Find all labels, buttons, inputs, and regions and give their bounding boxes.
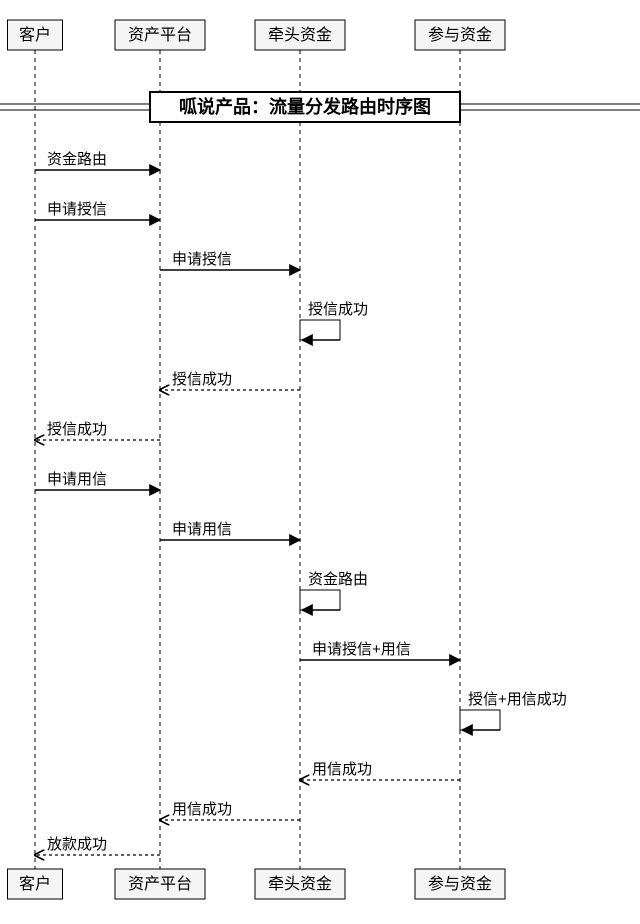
message-label: 授信+用信成功 bbox=[468, 691, 567, 708]
actor-label-platform: 资产平台 bbox=[128, 875, 192, 893]
message-label: 授信成功 bbox=[172, 371, 232, 388]
message-label: 申请授信 bbox=[47, 201, 107, 218]
self-call-box bbox=[460, 710, 500, 730]
self-call-box bbox=[300, 590, 340, 610]
actor-label-customer: 客户 bbox=[19, 26, 51, 44]
message-label: 资金路由 bbox=[308, 571, 368, 588]
message-label: 申请授信 bbox=[172, 251, 232, 268]
message-label: 资金路由 bbox=[47, 151, 107, 168]
actor-label-lead: 牵头资金 bbox=[268, 26, 332, 44]
diagram-title: 呱说产品：流量分发路由时序图 bbox=[179, 96, 431, 117]
message-label: 申请授信+用信 bbox=[312, 641, 411, 658]
message-label: 授信成功 bbox=[308, 301, 368, 318]
message-label: 放款成功 bbox=[47, 836, 107, 853]
actor-label-part: 参与资金 bbox=[428, 875, 492, 893]
message-label: 用信成功 bbox=[172, 801, 232, 818]
message-label: 申请用信 bbox=[172, 521, 232, 538]
message-label: 用信成功 bbox=[312, 761, 372, 778]
message-label: 授信成功 bbox=[47, 421, 107, 438]
actor-label-customer: 客户 bbox=[19, 875, 51, 893]
sequence-diagram: 呱说产品：流量分发路由时序图客户资产平台牵头资金参与资金客户资产平台牵头资金参与… bbox=[0, 0, 640, 924]
self-call-box bbox=[300, 320, 340, 340]
actor-label-platform: 资产平台 bbox=[128, 26, 192, 44]
message-label: 申请用信 bbox=[47, 471, 107, 488]
actor-label-lead: 牵头资金 bbox=[268, 875, 332, 893]
actor-label-part: 参与资金 bbox=[428, 26, 492, 44]
